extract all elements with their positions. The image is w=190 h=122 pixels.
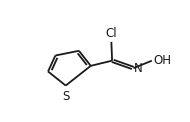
Text: OH: OH xyxy=(153,54,171,67)
Text: S: S xyxy=(62,90,69,103)
Text: Cl: Cl xyxy=(106,27,117,40)
Text: N: N xyxy=(134,62,143,75)
